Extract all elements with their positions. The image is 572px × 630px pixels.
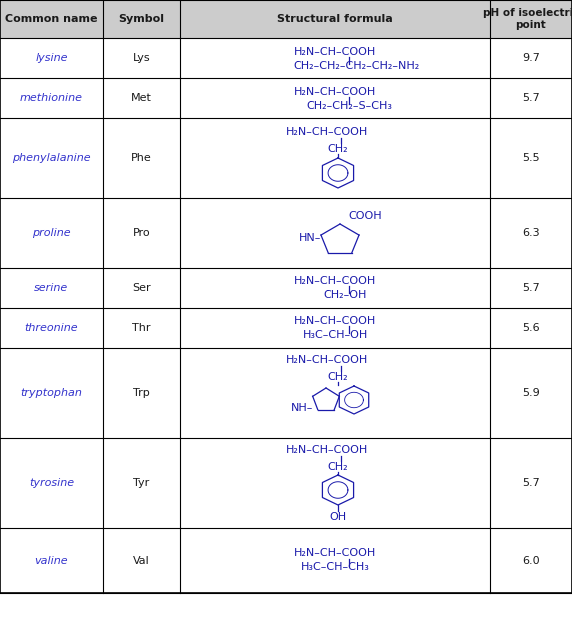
Text: 5.7: 5.7 xyxy=(522,283,540,293)
Text: CH₂: CH₂ xyxy=(328,462,348,472)
Text: Val: Val xyxy=(133,556,150,566)
Text: ĊH₂–OH: ĊH₂–OH xyxy=(323,290,367,300)
Text: phenylalanine: phenylalanine xyxy=(12,153,91,163)
Text: H₂N–CH–COOH: H₂N–CH–COOH xyxy=(286,445,368,455)
Text: H₃C–ĊH–OH: H₃C–ĊH–OH xyxy=(303,330,368,340)
Text: 5.7: 5.7 xyxy=(522,478,540,488)
Text: tyrosine: tyrosine xyxy=(29,478,74,488)
Text: Lys: Lys xyxy=(133,53,150,63)
Text: proline: proline xyxy=(32,228,71,238)
Text: 5.5: 5.5 xyxy=(522,153,540,163)
Text: OH: OH xyxy=(329,512,347,522)
Text: CH₂: CH₂ xyxy=(328,144,348,154)
Text: H₂N–CH–COOH: H₂N–CH–COOH xyxy=(294,549,376,559)
Text: threonine: threonine xyxy=(25,323,78,333)
Text: Tyr: Tyr xyxy=(133,478,150,488)
Text: H₂N–CH–COOH: H₂N–CH–COOH xyxy=(294,47,376,57)
Text: pH of isoelectric
point: pH of isoelectric point xyxy=(483,8,572,30)
Text: methionine: methionine xyxy=(20,93,83,103)
Text: ĊH₂–CH₂–S–CH₃: ĊH₂–CH₂–S–CH₃ xyxy=(306,101,392,111)
Text: Structural formula: Structural formula xyxy=(277,14,393,24)
Text: Thr: Thr xyxy=(132,323,151,333)
Text: H₂N–CH–COOH: H₂N–CH–COOH xyxy=(286,127,368,137)
Text: H₂N–CH–COOH: H₂N–CH–COOH xyxy=(286,355,368,365)
Text: valine: valine xyxy=(35,556,68,566)
Text: H₂N–CH–COOH: H₂N–CH–COOH xyxy=(294,87,376,97)
Text: tryptophan: tryptophan xyxy=(21,388,82,398)
Text: H₂N–CH–COOH: H₂N–CH–COOH xyxy=(294,276,376,286)
Text: Pro: Pro xyxy=(133,228,150,238)
Text: COOH: COOH xyxy=(348,211,382,221)
Text: lysine: lysine xyxy=(35,53,67,63)
Text: H₃C–ĊH–CH₃: H₃C–ĊH–CH₃ xyxy=(300,563,370,573)
Text: Met: Met xyxy=(131,93,152,103)
Text: 9.7: 9.7 xyxy=(522,53,540,63)
Text: serine: serine xyxy=(34,283,69,293)
Text: H₂N–CH–COOH: H₂N–CH–COOH xyxy=(294,316,376,326)
Text: 5.6: 5.6 xyxy=(522,323,540,333)
Text: 5.9: 5.9 xyxy=(522,388,540,398)
Text: HN–: HN– xyxy=(299,233,321,243)
Text: NH–: NH– xyxy=(291,403,313,413)
Text: Symbol: Symbol xyxy=(118,14,165,24)
Text: 5.7: 5.7 xyxy=(522,93,540,103)
Text: 6.3: 6.3 xyxy=(522,228,540,238)
Text: 6.0: 6.0 xyxy=(522,556,540,566)
Text: Common name: Common name xyxy=(5,14,98,24)
Bar xyxy=(0,0,572,38)
Text: Ser: Ser xyxy=(132,283,151,293)
Text: Phe: Phe xyxy=(131,153,152,163)
Text: CH₂: CH₂ xyxy=(328,372,348,382)
Text: Trp: Trp xyxy=(133,388,150,398)
Text: ĊH₂–CH₂–CH₂–CH₂–NH₂: ĊH₂–CH₂–CH₂–CH₂–NH₂ xyxy=(294,61,420,71)
